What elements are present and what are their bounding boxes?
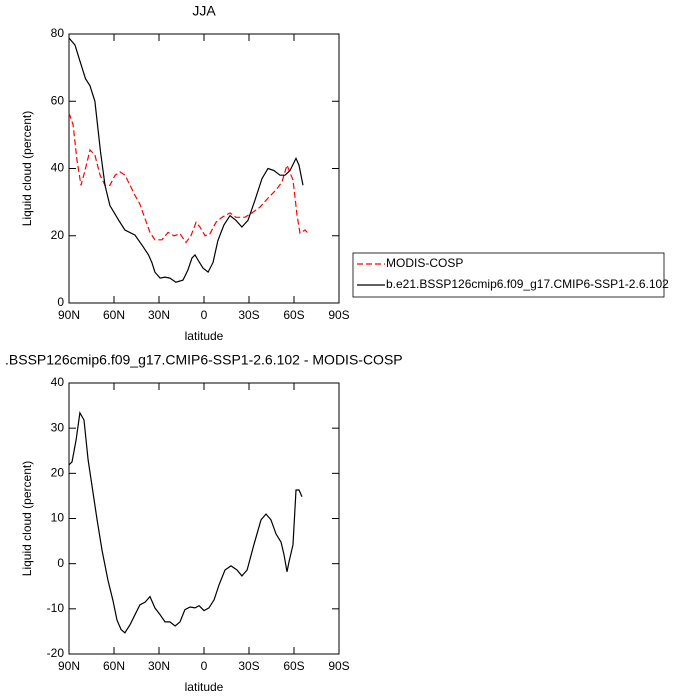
legend-label: MODIS-COSP: [386, 256, 463, 270]
x-tick-label: 60N: [103, 659, 125, 673]
y-axis-label: Liquid cloud (percent): [20, 111, 34, 226]
y-tick-label: 0: [57, 295, 64, 309]
x-tick-label: 30N: [148, 308, 170, 322]
x-tick-label: 60S: [283, 308, 304, 322]
x-tick-label: 90N: [58, 659, 80, 673]
plot-frame: [68, 382, 340, 655]
y-tick-label: 40: [51, 161, 65, 175]
series-line: [68, 410, 303, 634]
y-tick-label: 80: [51, 26, 65, 40]
x-tick-label: 60N: [103, 308, 125, 322]
x-tick-label: 90N: [58, 308, 80, 322]
y-tick-label: 20: [51, 228, 65, 242]
x-tick-label: 0: [201, 659, 208, 673]
y-tick-label: 60: [51, 93, 65, 107]
chart-title: .BSSP126cmip6.f09_g17.CMIP6-SSP1-2.6.102…: [5, 352, 403, 368]
y-tick-label: 30: [51, 420, 65, 434]
series-line: [68, 37, 304, 283]
y-tick-label: -20: [47, 646, 65, 660]
x-tick-label: 90S: [328, 308, 349, 322]
plot-frame: [68, 33, 340, 304]
y-tick-label: -10: [47, 601, 65, 615]
legend-label: b.e21.BSSP126cmip6.f09_g17.CMIP6-SSP1-2.…: [386, 277, 669, 291]
x-tick-label: 30N: [148, 659, 170, 673]
y-tick-label: 10: [51, 511, 65, 525]
chart-title: JJA: [192, 3, 216, 19]
x-tick-label: 60S: [283, 659, 304, 673]
legend-box: [352, 252, 665, 298]
y-tick-label: 0: [57, 556, 64, 570]
y-axis-label: Liquid cloud (percent): [20, 461, 34, 576]
x-axis-label: latitude: [185, 680, 224, 694]
x-tick-label: 30S: [238, 659, 259, 673]
y-tick-label: 20: [51, 466, 65, 480]
x-tick-label: 90S: [328, 659, 349, 673]
series-line: [68, 112, 310, 244]
x-axis-label: latitude: [185, 329, 224, 343]
x-tick-label: 0: [201, 308, 208, 322]
x-tick-label: 30S: [238, 308, 259, 322]
y-tick-label: 40: [51, 375, 65, 389]
